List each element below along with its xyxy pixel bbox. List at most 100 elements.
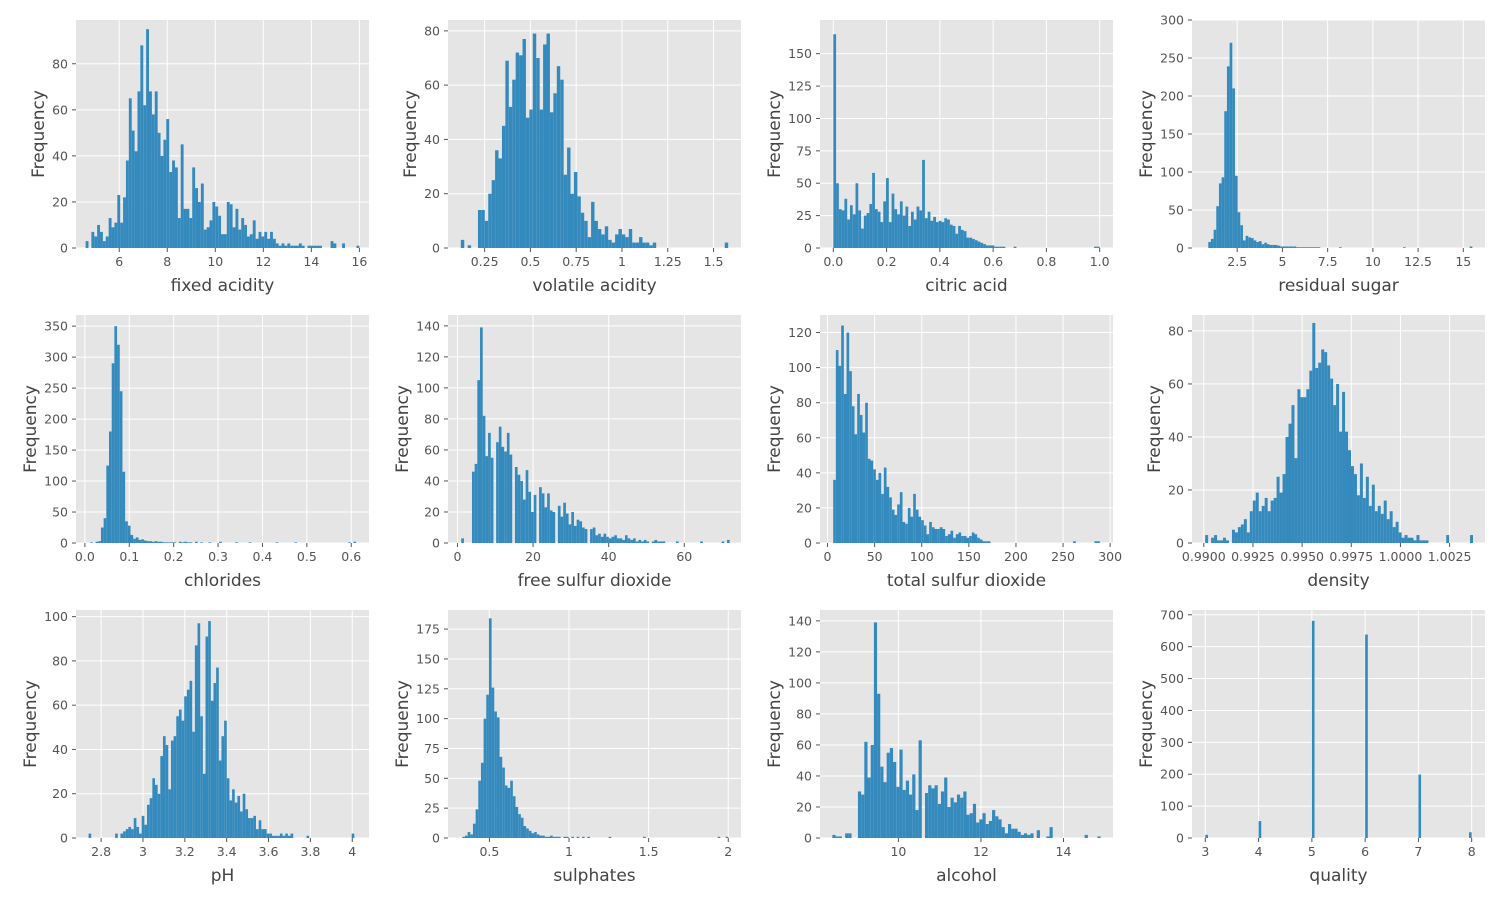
x-tick-label: 0 xyxy=(453,549,461,564)
histogram-bar xyxy=(208,542,212,543)
x-tick-label: 100 xyxy=(910,549,934,564)
histogram-bar xyxy=(176,716,179,838)
x-tick-label: 1.0 xyxy=(1090,254,1110,269)
histogram-bar xyxy=(938,220,942,248)
histogram-bar xyxy=(958,532,962,543)
histogram-bar xyxy=(858,210,862,248)
histogram-bar xyxy=(918,740,922,838)
histogram-bar xyxy=(520,480,523,543)
x-tick-label: 3 xyxy=(139,844,147,859)
histogram-bar xyxy=(874,209,878,248)
histogram-bar xyxy=(162,542,166,543)
histogram-bar xyxy=(249,234,253,248)
histogram-bar xyxy=(149,798,153,838)
y-tick-label: 40 xyxy=(1168,429,1184,444)
histogram-bar xyxy=(832,834,836,838)
histogram-bar xyxy=(1293,246,1297,248)
histogram-bar xyxy=(579,521,583,543)
histogram-bar xyxy=(584,529,588,543)
histogram-bar xyxy=(301,245,305,248)
y-tick-label: 0 xyxy=(432,831,440,846)
y-tick-label: 40 xyxy=(52,742,68,757)
histogram-bar xyxy=(136,826,140,838)
histogram-bar xyxy=(278,245,282,248)
x-tick-label: 3.2 xyxy=(175,844,195,859)
y-tick-label: 140 xyxy=(416,318,440,333)
histogram-bar xyxy=(976,822,980,838)
histogram-bar xyxy=(963,231,967,248)
y-axis-label: Frequency xyxy=(401,90,421,178)
histogram-bar xyxy=(553,93,557,249)
histogram-bar xyxy=(592,527,596,543)
histogram-bar xyxy=(195,188,199,248)
histogram-bar xyxy=(1234,532,1238,543)
y-tick-label: 0 xyxy=(60,241,68,256)
histogram-bar xyxy=(1298,247,1302,248)
histogram-bar xyxy=(894,209,898,248)
histogram-bar xyxy=(1248,237,1251,248)
x-tick-label: 0.75 xyxy=(562,254,590,269)
histogram-bar xyxy=(563,836,567,838)
x-axis-label: chlorides xyxy=(184,571,261,591)
histogram-bar xyxy=(226,778,230,838)
histogram-bar xyxy=(638,539,642,543)
histogram-bar xyxy=(955,233,959,248)
x-tick-label: 1.0000 xyxy=(1379,549,1423,564)
histogram-bar xyxy=(1371,484,1375,543)
histogram-bar xyxy=(611,536,615,543)
y-tick-label: 40 xyxy=(796,768,812,783)
histogram-bar xyxy=(963,535,967,543)
histogram-bar xyxy=(149,541,152,543)
histogram-bar xyxy=(982,541,986,543)
histogram-bar xyxy=(1097,836,1101,838)
histogram-bar xyxy=(846,332,850,543)
histogram-bar xyxy=(651,541,655,543)
histogram-bar xyxy=(971,532,975,543)
histogram-bar xyxy=(889,497,892,543)
histogram-bar xyxy=(1205,535,1209,543)
histogram-bar xyxy=(224,720,227,838)
histogram-bar xyxy=(616,538,620,543)
histogram-bar xyxy=(576,519,580,543)
histogram-bar xyxy=(961,535,964,543)
histogram-bar xyxy=(245,809,249,838)
histogram-bar xyxy=(252,220,256,248)
histogram-bar xyxy=(255,238,259,248)
histogram-bar xyxy=(248,818,251,838)
histogram-bar xyxy=(628,229,633,248)
x-axis-label: pH xyxy=(211,866,235,886)
histogram-bar xyxy=(603,533,607,543)
histogram-bar xyxy=(246,236,250,248)
histogram-bar xyxy=(1261,505,1265,543)
y-tick-label: 60 xyxy=(424,442,440,457)
y-tick-label: 50 xyxy=(424,771,440,786)
histogram-bar xyxy=(865,402,868,543)
histogram-bar xyxy=(1001,827,1005,838)
histogram-bar xyxy=(263,829,267,838)
histogram-bar xyxy=(866,213,870,248)
subplot-fixed-acidity: 6 8 10 12 14 16 0 20 40 60 80 fixed acidity Frequenc… xyxy=(29,20,369,296)
histogram-bar xyxy=(549,510,553,543)
histogram-bar xyxy=(215,206,219,248)
histogram-bar xyxy=(147,804,150,838)
histogram-bar xyxy=(146,541,150,543)
histogram-bar xyxy=(274,835,278,838)
histogram-bar xyxy=(565,513,569,543)
histogram-bar xyxy=(867,777,871,838)
histogram-bar xyxy=(1240,225,1243,248)
histogram-bar xyxy=(1309,370,1313,543)
histogram-bar xyxy=(130,534,134,543)
histogram-bar xyxy=(178,541,182,543)
y-tick-label: 300 xyxy=(1160,735,1184,750)
histogram-bar xyxy=(547,493,550,543)
x-tick-label: 1.5 xyxy=(639,844,659,859)
histogram-bar xyxy=(1306,389,1310,543)
histogram-bar xyxy=(536,58,540,248)
y-tick-label: 20 xyxy=(52,194,68,209)
histogram-bar xyxy=(1002,246,1006,248)
histogram-bar xyxy=(873,622,878,838)
histogram-bar xyxy=(1469,246,1473,248)
subplot-volatile-acidity: 0.25 0.5 0.75 1 1.25 1.5 0 20 40 60 80 volatile aci… xyxy=(401,20,741,296)
histogram-bar xyxy=(480,762,484,838)
histogram-bar xyxy=(911,211,914,248)
